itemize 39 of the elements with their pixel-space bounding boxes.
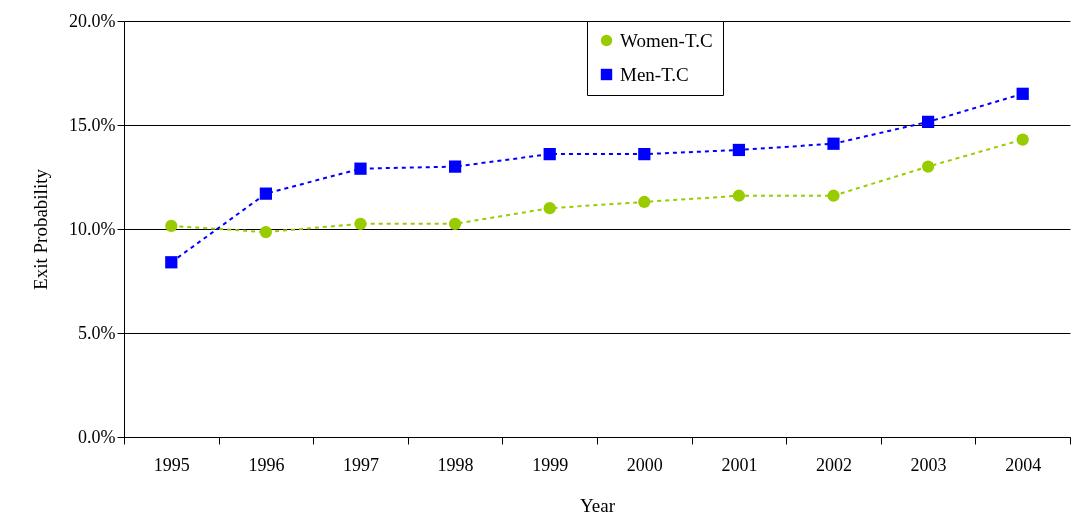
point <box>354 217 367 230</box>
point <box>638 148 651 161</box>
point <box>448 160 462 173</box>
point <box>827 137 840 150</box>
point <box>354 162 367 175</box>
y-tick-label: 20.0% <box>69 10 116 31</box>
x-tick-label: 1995 <box>153 454 190 475</box>
x-tick-label: 2001 <box>721 454 758 475</box>
x-axis-title: Year <box>579 494 616 516</box>
legend-label: Men-T.C <box>620 63 689 85</box>
point <box>259 187 273 200</box>
legend-label: Women-T.C <box>620 29 713 51</box>
point <box>921 115 935 128</box>
point <box>448 217 462 230</box>
point <box>543 202 556 215</box>
x-tick-label: 1997 <box>343 454 379 475</box>
x-tick-label: 1998 <box>437 454 474 475</box>
point <box>638 195 651 209</box>
point <box>827 189 840 202</box>
point <box>165 219 178 232</box>
point <box>921 160 935 173</box>
y-axis-title: Exit Probability <box>30 168 52 290</box>
point <box>732 189 746 202</box>
point <box>1016 133 1029 146</box>
y-tick-label: 15.0% <box>69 114 116 135</box>
x-tick-label: 1999 <box>532 454 569 475</box>
x-tick-label: 2004 <box>1005 454 1042 475</box>
x-tick-label: 2000 <box>626 454 663 475</box>
y-tick-label: 0.0% <box>78 426 116 447</box>
point <box>1016 87 1029 100</box>
y-tick-label: 10.0% <box>69 218 116 239</box>
x-tick-label: 1996 <box>248 454 285 475</box>
point <box>732 143 746 157</box>
point <box>259 226 273 239</box>
x-tick-label: 2002 <box>816 454 852 475</box>
point <box>543 148 556 161</box>
point <box>165 256 178 269</box>
y-tick-label: 5.0% <box>78 322 116 343</box>
x-tick-label: 2003 <box>910 454 947 475</box>
